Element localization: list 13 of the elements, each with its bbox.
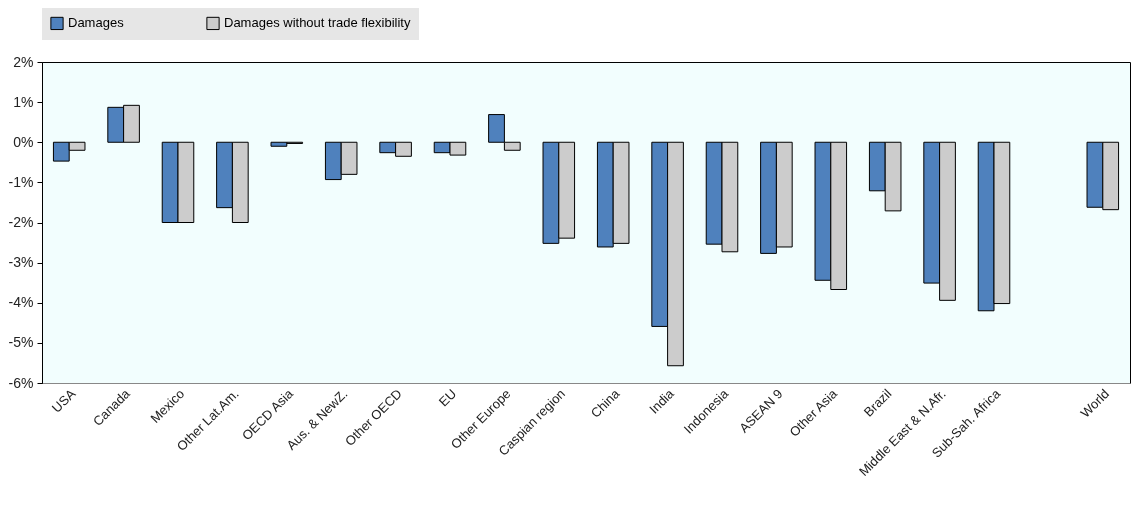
y-tick-label: -3% <box>8 254 34 271</box>
y-tick-label: 2% <box>13 53 34 70</box>
x-tick-label: EU <box>435 386 460 410</box>
y-tick-label: -5% <box>8 334 34 351</box>
y-tick-label: -1% <box>8 173 34 190</box>
legend-label: Damages <box>68 15 125 31</box>
y-tick-label: -4% <box>8 294 34 311</box>
y-tick-label: -6% <box>8 374 34 391</box>
y-tick-label: -2% <box>8 214 34 230</box>
legend-label: Damages without trade flexibility <box>224 15 411 31</box>
x-tick-label: USA <box>48 385 79 416</box>
y-tick-label: 1% <box>13 93 34 110</box>
y-tick-label: 0% <box>13 133 34 150</box>
